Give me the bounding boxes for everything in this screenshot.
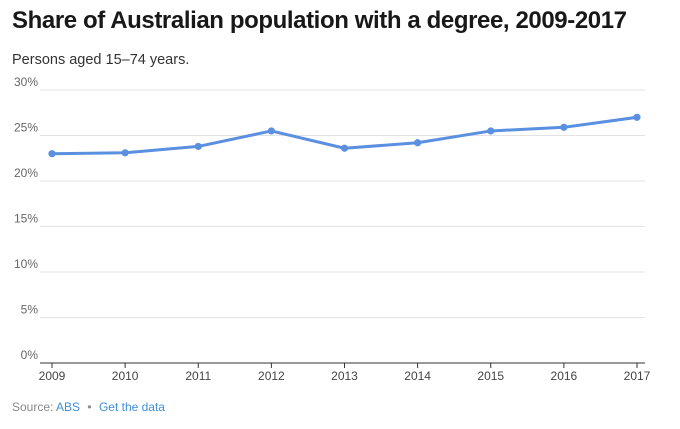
data-point — [194, 142, 202, 151]
source-link[interactable]: ABS — [56, 400, 81, 414]
data-point — [560, 123, 568, 131]
data-point — [121, 149, 129, 157]
chart-title: Share of Australian population with a de… — [12, 7, 627, 34]
x-tick-label: 2017 — [624, 369, 651, 383]
y-tick-label: 0% — [21, 348, 39, 362]
data-point — [48, 150, 56, 158]
x-tick-label: 2011 — [185, 369, 211, 383]
chart-footer: Source: ABS • Get the data — [12, 400, 165, 414]
x-tick-label: 2010 — [112, 369, 139, 383]
data-point — [267, 127, 275, 135]
data-point — [487, 127, 495, 135]
data-point — [414, 139, 422, 147]
footer-separator: • — [87, 400, 92, 414]
chart-subtitle: Persons aged 15–74 years. — [12, 52, 190, 68]
data-point — [340, 144, 349, 152]
y-tick-label: 5% — [21, 303, 39, 317]
y-tick-label: 15% — [14, 212, 38, 226]
source-label: Source: — [12, 400, 54, 414]
x-tick-label: 2016 — [551, 369, 578, 383]
get-data-link[interactable]: Get the data — [98, 400, 165, 414]
data-point — [633, 113, 641, 121]
x-tick-label: 2009 — [39, 369, 66, 383]
x-tick-label: 2015 — [477, 369, 504, 383]
y-tick-label: 30% — [14, 75, 38, 89]
y-tick-label: 10% — [14, 257, 38, 271]
x-tick-label: 2014 — [404, 369, 431, 383]
x-tick-label: 2013 — [331, 369, 358, 383]
y-tick-label: 25% — [14, 121, 38, 135]
x-tick-label: 2012 — [258, 369, 285, 383]
y-tick-label: 20% — [14, 166, 38, 180]
